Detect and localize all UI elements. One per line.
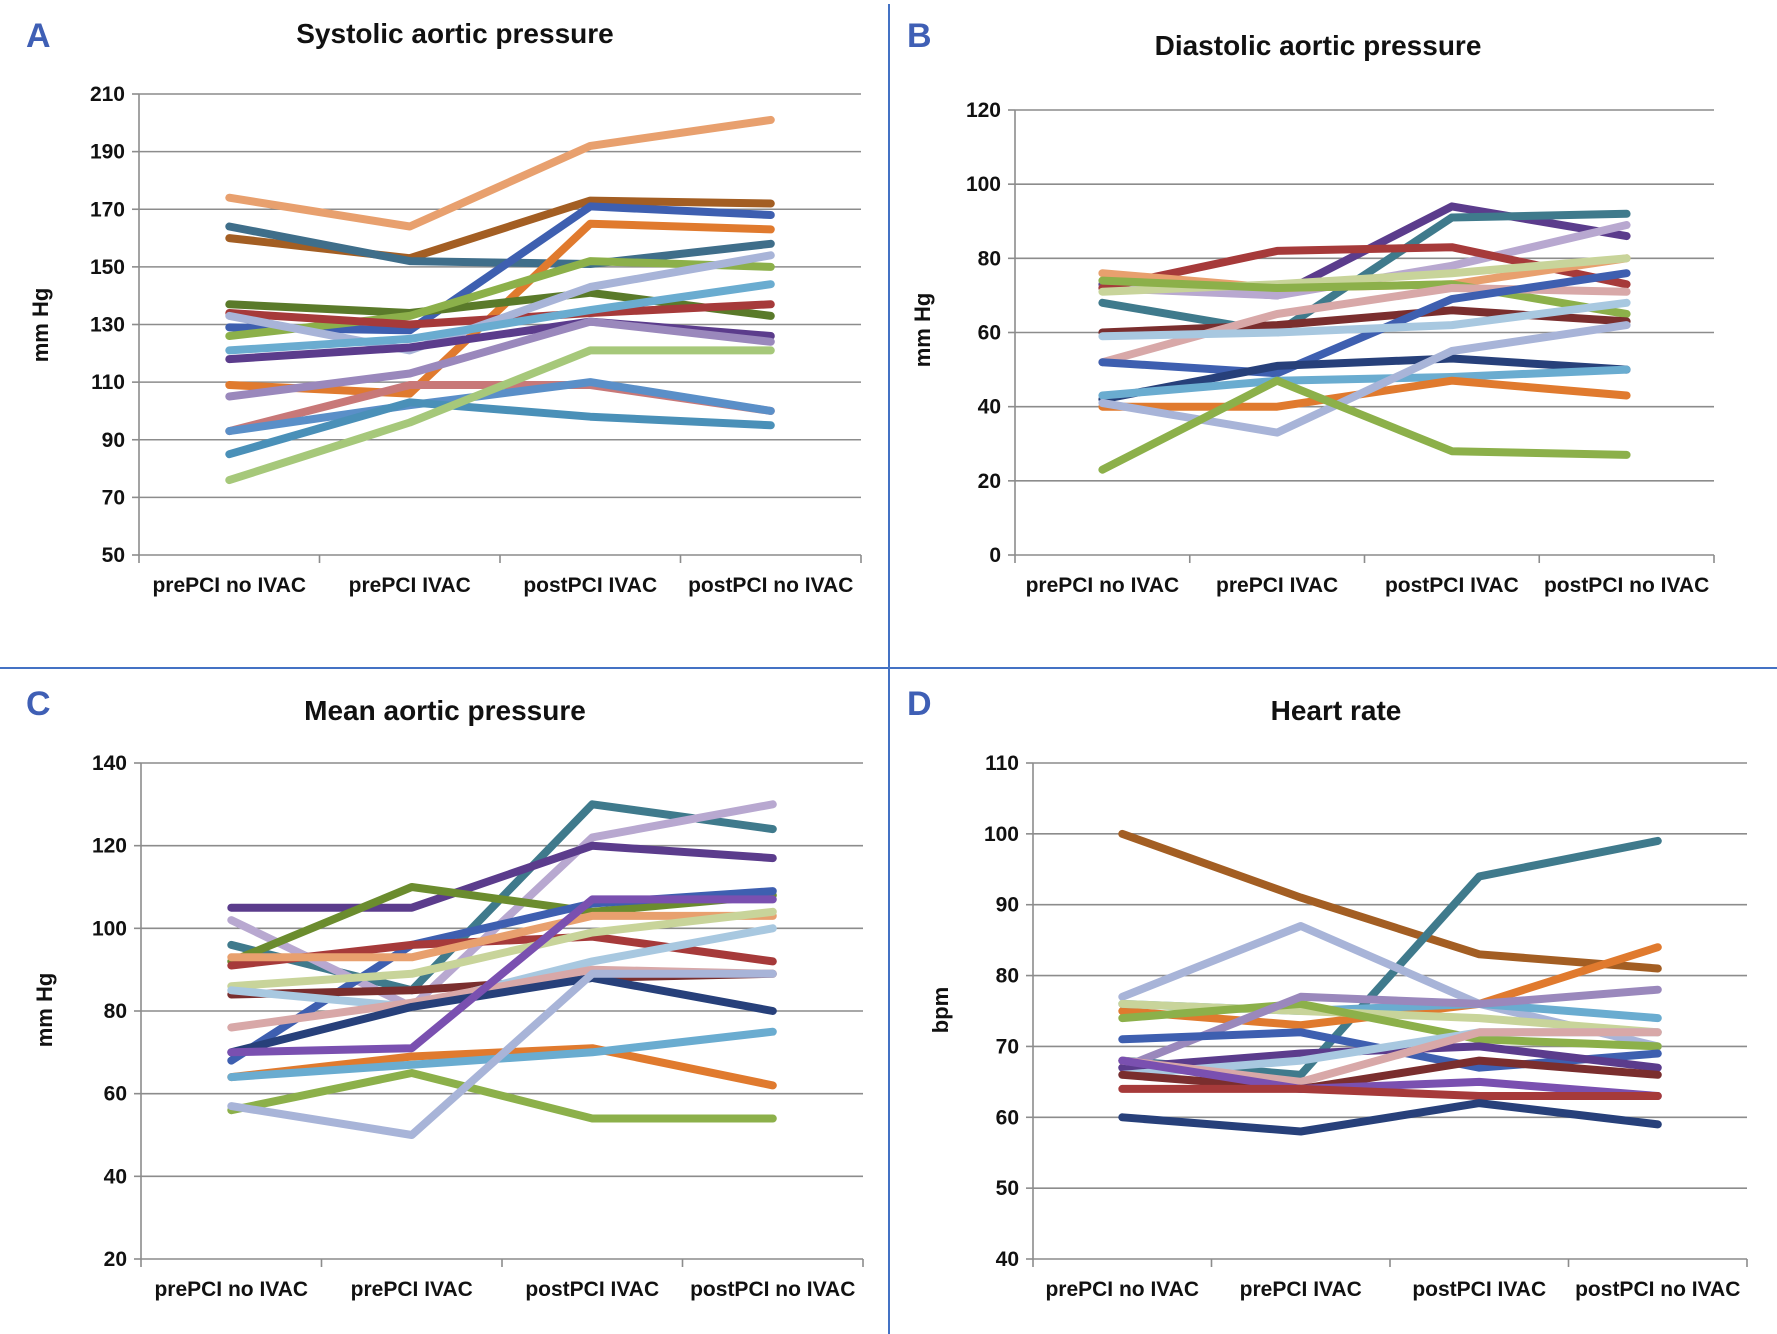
panel-a: A Systolic aortic pressure mm Hg 50 70 90 110 1… — [26, 17, 862, 597]
y-tick-label: 100 — [984, 823, 1019, 846]
chart-title: Mean aortic pressure — [304, 695, 586, 726]
y-tick-label: 20 — [978, 470, 1001, 493]
x-tick-label: postPCI no IVAC — [1544, 574, 1709, 597]
y-tick-label: 80 — [978, 247, 1001, 270]
y-axis-label: mm Hg — [32, 973, 57, 1048]
x-tick-label: postPCI IVAC — [523, 574, 657, 597]
y-axis-label: mm Hg — [28, 288, 53, 363]
x-tick-label: postPCI IVAC — [525, 1278, 659, 1301]
y-tick-label: 210 — [90, 83, 125, 106]
x-tick-label: postPCI no IVAC — [690, 1278, 855, 1301]
y-tick-label: 60 — [978, 322, 1001, 345]
series-line — [225, 346, 775, 485]
x-tick-label: prePCI no IVAC — [154, 1278, 308, 1301]
y-tick-label: 100 — [92, 917, 127, 940]
y-tick-label: 0 — [989, 544, 1001, 567]
series-line — [1098, 354, 1631, 404]
panel-d: D Heart rate bpm 40 50 60 70 80 90 100 110 prePCI n… — [907, 685, 1748, 1301]
y-tick-label: 70 — [102, 486, 125, 509]
series-line — [227, 841, 777, 912]
y-tick-label: 20 — [104, 1248, 127, 1271]
series-line — [227, 907, 777, 991]
y-tick-label: 70 — [996, 1035, 1019, 1058]
series-line — [225, 257, 775, 340]
panel-dividers — [0, 4, 1777, 1334]
x-tick-label: prePCI IVAC — [351, 1278, 473, 1301]
panel-b: B Diastolic aortic pressure mm Hg 0 20 40 60 80… — [907, 17, 1715, 597]
series-line — [225, 219, 775, 398]
series-line — [1098, 365, 1631, 400]
y-tick-label: 50 — [102, 544, 125, 567]
x-tick-label: postPCI IVAC — [1385, 574, 1519, 597]
series-line — [225, 378, 775, 436]
series-line — [225, 288, 775, 320]
y-axis-label: mm Hg — [910, 293, 935, 368]
x-tick-label: postPCI IVAC — [1412, 1278, 1546, 1301]
series-line — [1118, 999, 1662, 1051]
y-tick-label: 110 — [985, 752, 1019, 775]
chart-title: Diastolic aortic pressure — [1155, 30, 1482, 61]
series-line — [1098, 269, 1631, 378]
chart-title: Heart rate — [1271, 695, 1402, 726]
panel-letter: D — [907, 685, 932, 723]
x-tick-label: prePCI no IVAC — [1026, 574, 1180, 597]
y-axis-label: bpm — [928, 987, 953, 1033]
panel-letter: C — [26, 685, 51, 723]
y-tick-label: 80 — [996, 965, 1019, 988]
series-line — [225, 280, 775, 355]
x-tick-label: prePCI IVAC — [349, 574, 471, 597]
series-line — [1118, 1056, 1662, 1100]
series-line — [225, 398, 775, 459]
panel-c: C Mean aortic pressure mm Hg 20 40 60 80 100 120… — [26, 685, 864, 1301]
series-line — [225, 196, 775, 263]
y-tick-label: 40 — [996, 1248, 1019, 1271]
y-tick-label: 90 — [102, 429, 125, 452]
y-tick-label: 140 — [92, 752, 127, 775]
y-tick-label: 60 — [104, 1083, 127, 1106]
series-line — [227, 883, 777, 966]
x-tick-label: prePCI IVAC — [1240, 1278, 1362, 1301]
y-tick-label: 130 — [90, 314, 125, 337]
series-line — [227, 895, 777, 1057]
panel-letter: B — [907, 17, 932, 55]
series-line — [1098, 321, 1631, 437]
series-line — [1098, 298, 1631, 341]
y-tick-label: 120 — [966, 99, 1001, 122]
y-tick-label: 170 — [90, 198, 125, 221]
x-tick-label: prePCI no IVAC — [152, 574, 306, 597]
y-tick-label: 80 — [104, 1000, 127, 1023]
y-tick-label: 100 — [966, 173, 1001, 196]
series-line — [1098, 276, 1631, 318]
series-line — [225, 317, 775, 401]
x-tick-label: prePCI no IVAC — [1045, 1278, 1199, 1301]
series-line — [227, 911, 777, 962]
series-line — [225, 115, 775, 231]
y-tick-label: 50 — [996, 1177, 1019, 1200]
series-line — [1118, 1056, 1662, 1093]
y-tick-label: 190 — [90, 141, 125, 164]
series-line — [1118, 829, 1662, 973]
x-tick-label: postPCI no IVAC — [1575, 1278, 1740, 1301]
series-line — [1118, 1084, 1662, 1100]
x-tick-label: prePCI IVAC — [1216, 574, 1338, 597]
y-tick-label: 110 — [91, 371, 125, 394]
y-tick-label: 40 — [978, 396, 1001, 419]
series-line — [227, 973, 777, 1057]
x-tick-label: postPCI no IVAC — [688, 574, 853, 597]
series-line — [227, 1069, 777, 1123]
y-tick-label: 150 — [90, 256, 125, 279]
series-line — [1098, 376, 1631, 474]
series-line — [225, 222, 775, 268]
series-line — [227, 969, 777, 1139]
y-tick-label: 40 — [104, 1165, 127, 1188]
chart-title: Systolic aortic pressure — [296, 18, 613, 49]
y-tick-label: 90 — [996, 894, 1019, 917]
y-tick-label: 60 — [996, 1106, 1019, 1129]
panel-letter: A — [26, 17, 51, 55]
y-tick-label: 120 — [92, 835, 127, 858]
series-line — [1118, 1099, 1662, 1136]
series-line — [225, 251, 775, 355]
